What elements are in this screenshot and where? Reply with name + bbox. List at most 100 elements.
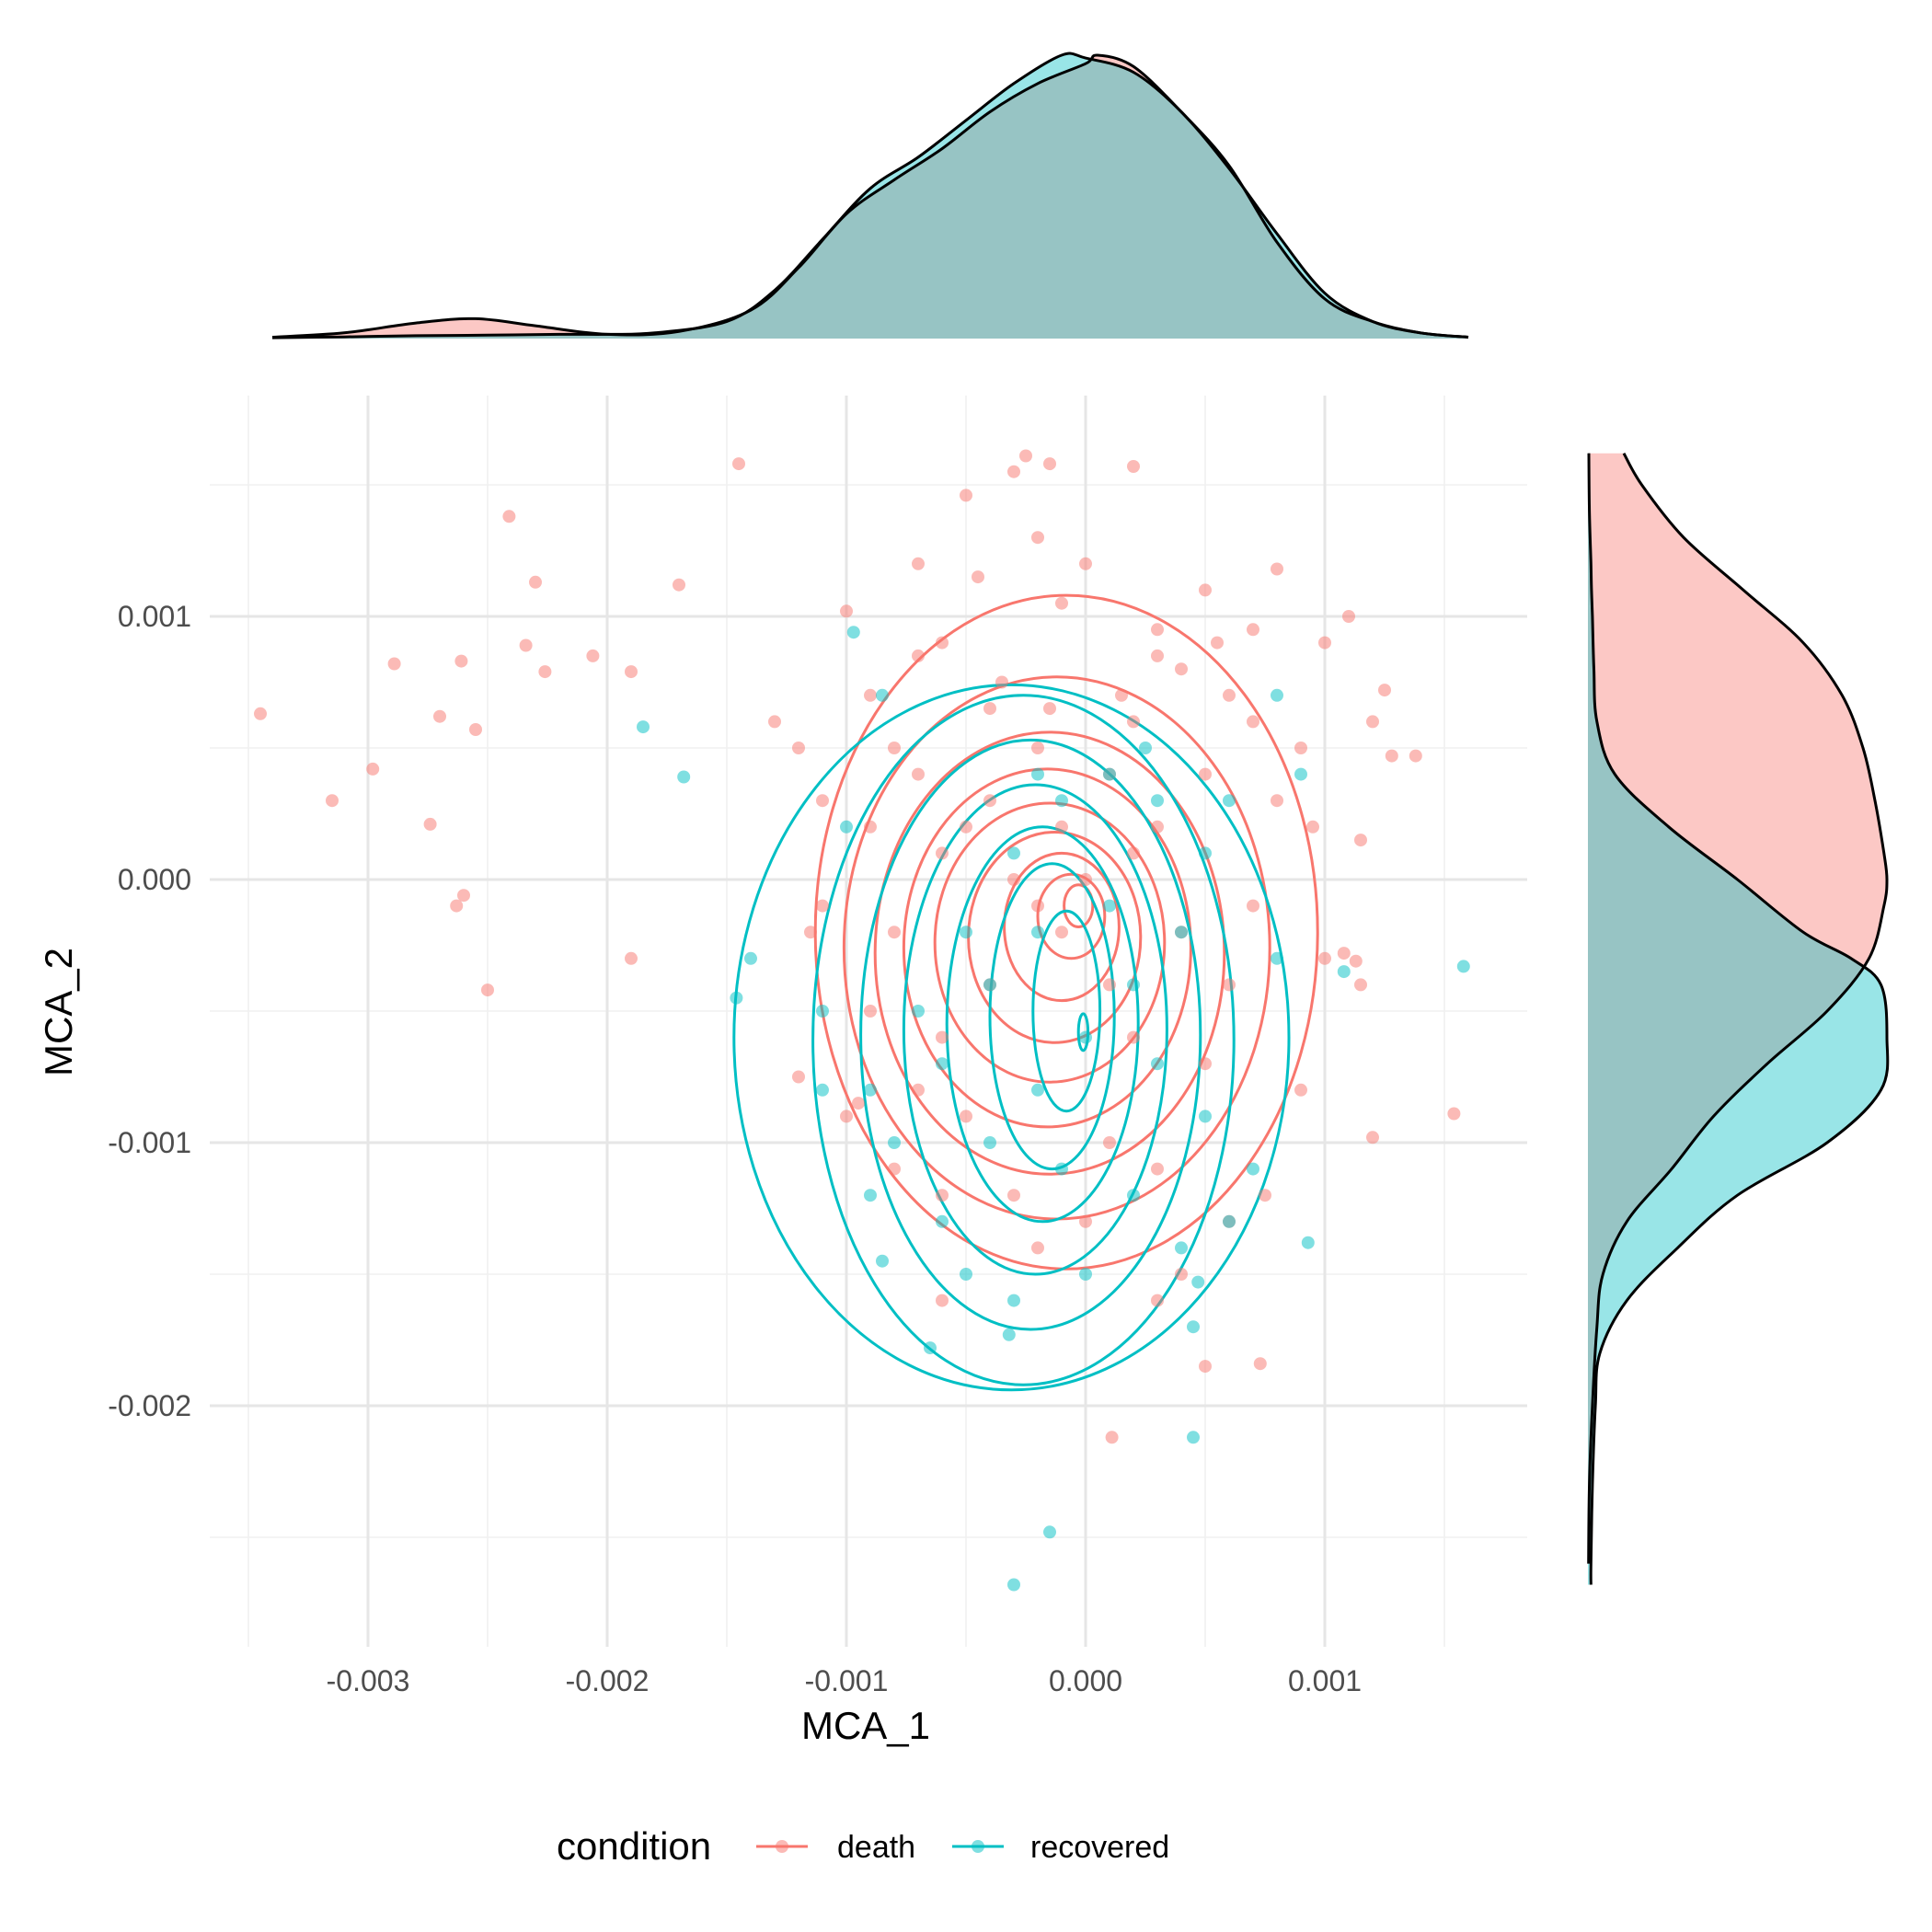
scatter-points: [254, 449, 1470, 1592]
right-density-line-recovered: [1587, 453, 1890, 1585]
point-recovered-0: [637, 720, 650, 734]
point-death-69: [1223, 978, 1236, 992]
point-death-24: [912, 557, 925, 570]
point-death-13: [529, 575, 542, 589]
point-death-115: [912, 649, 925, 662]
point-death-106: [840, 1110, 853, 1123]
point-death-107: [1306, 820, 1319, 834]
point-recovered-52: [1271, 951, 1283, 965]
point-death-12: [519, 638, 533, 652]
y-tick-label-1: 0.000: [118, 863, 191, 896]
density-contours: [732, 593, 1319, 1392]
point-recovered-49: [816, 1005, 829, 1018]
point-death-74: [1175, 662, 1188, 676]
point-recovered-1: [677, 770, 691, 784]
contour-death-2: [1003, 851, 1121, 1003]
contour-recovered-1: [1031, 909, 1102, 1113]
point-death-64: [960, 1110, 972, 1123]
point-death-17: [625, 951, 638, 965]
y-tick-label-0: 0.001: [118, 600, 191, 633]
point-recovered-50: [840, 820, 853, 834]
point-death-30: [1019, 449, 1032, 463]
point-death-102: [1031, 1241, 1044, 1255]
point-recovered-21: [936, 1214, 949, 1228]
point-death-19: [732, 457, 745, 471]
point-death-97: [864, 820, 877, 834]
point-death-90: [1031, 899, 1044, 913]
point-death-45: [1409, 749, 1422, 763]
point-death-25: [936, 636, 949, 650]
legend-label-death: death: [837, 1830, 915, 1865]
point-death-70: [1247, 899, 1259, 913]
point-death-76: [1031, 742, 1044, 754]
point-death-109: [804, 926, 817, 939]
contour-death-1: [1036, 872, 1107, 960]
point-death-114: [1211, 636, 1224, 650]
point-recovered-10: [1043, 1525, 1056, 1539]
point-recovered-5: [876, 688, 889, 702]
y-tick-label-2: -0.001: [108, 1126, 191, 1159]
point-death-1: [326, 794, 339, 808]
point-death-20: [792, 1070, 805, 1084]
point-death-112: [1043, 702, 1056, 716]
point-death-11: [502, 510, 516, 523]
point-death-62: [816, 899, 829, 913]
point-death-84: [1103, 978, 1116, 992]
point-recovered-4: [846, 626, 860, 639]
contour-death-0: [1063, 883, 1095, 928]
point-death-21: [840, 604, 853, 618]
point-death-3: [387, 657, 401, 671]
point-recovered-45: [1127, 1189, 1140, 1202]
x-tick-label-0: -0.003: [327, 1664, 410, 1697]
point-death-51: [1366, 1131, 1379, 1144]
point-death-32: [1043, 457, 1056, 471]
point-recovered-12: [1187, 1431, 1200, 1444]
axis-ticks: -0.003 -0.002 -0.001 0.000 0.001 0.001 0.000 -0…: [108, 600, 1362, 1697]
point-death-83: [1055, 926, 1068, 939]
x-tick-label-1: -0.002: [566, 1664, 650, 1697]
point-recovered-18: [1271, 688, 1283, 702]
y-axis-title: MCA_2: [37, 948, 80, 1076]
point-death-27: [972, 570, 984, 584]
point-death-66: [1103, 1136, 1116, 1149]
right-density-area-death: [1588, 453, 1887, 1564]
point-recovered-17: [1456, 960, 1470, 973]
point-recovered-13: [1187, 1320, 1200, 1334]
contour-recovered-3: [945, 825, 1140, 1224]
point-death-98: [852, 1097, 865, 1110]
point-death-31: [1031, 531, 1044, 545]
point-recovered-38: [1031, 926, 1044, 939]
point-death-68: [1199, 1057, 1212, 1071]
point-recovered-20: [1079, 1268, 1092, 1281]
point-death-105: [888, 1162, 901, 1176]
right-density-area-recovered: [1588, 453, 1888, 1585]
point-death-92: [1127, 846, 1140, 860]
point-death-53: [1253, 1357, 1267, 1371]
point-death-8: [457, 889, 470, 903]
top-density-line-death: [271, 53, 1469, 339]
point-death-89: [1055, 820, 1068, 834]
point-death-7: [454, 654, 468, 668]
point-death-52: [1199, 1360, 1212, 1374]
point-death-60: [792, 742, 805, 754]
x-axis-title: MCA_1: [801, 1704, 930, 1747]
point-death-36: [1151, 623, 1164, 637]
point-death-111: [995, 675, 1008, 689]
grid: [210, 396, 1527, 1647]
point-recovered-33: [912, 1005, 925, 1018]
contour-death-6: [873, 730, 1226, 1176]
x-tick-label-3: 0.000: [1049, 1664, 1122, 1697]
y-tick-label-3: -0.002: [108, 1389, 191, 1422]
point-recovered-46: [1055, 1162, 1068, 1176]
point-recovered-37: [983, 978, 996, 992]
point-death-23: [888, 742, 901, 754]
contour-recovered-4: [902, 783, 1168, 1276]
point-recovered-53: [1294, 767, 1307, 781]
point-death-47: [1337, 947, 1351, 960]
contour-death-4: [933, 801, 1167, 1084]
point-death-15: [586, 649, 600, 662]
right-marginal-density: [1587, 452, 1890, 1585]
point-death-6: [450, 899, 464, 913]
point-death-85: [1127, 1030, 1140, 1044]
point-recovered-44: [1175, 1241, 1188, 1255]
